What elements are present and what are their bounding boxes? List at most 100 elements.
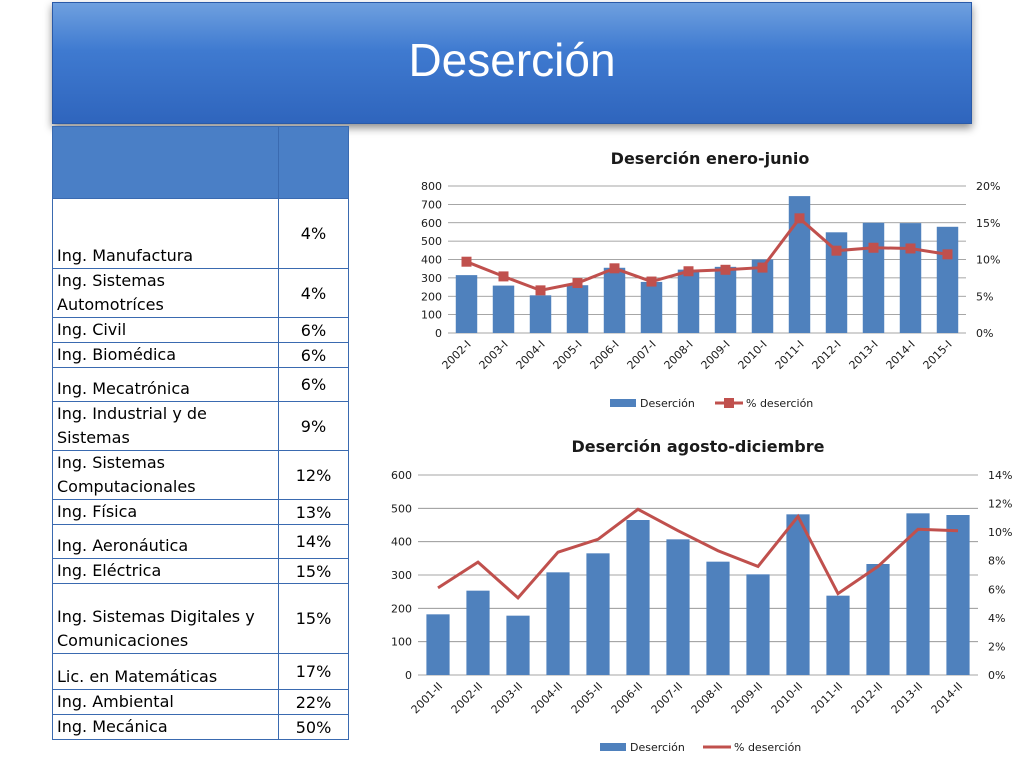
- x-tick-label: 2007-II: [649, 680, 685, 716]
- bar: [788, 196, 811, 333]
- bar: [586, 553, 610, 675]
- y-left-tick-label: 0: [405, 669, 412, 682]
- bar: [825, 232, 848, 333]
- legend-label: % deserción: [746, 397, 813, 410]
- y-right-tick-label: 6%: [988, 583, 1005, 596]
- x-tick-label: 2003-II: [489, 680, 525, 716]
- pct-point: [498, 271, 509, 282]
- table-header-row: [52, 126, 349, 199]
- slide-title: Deserción: [408, 34, 616, 86]
- bar: [666, 539, 690, 675]
- table-row: Ing. Manufactura 4%: [52, 198, 349, 269]
- x-tick-label: 2002-II: [449, 680, 485, 716]
- bar: [492, 285, 515, 333]
- pct-point: [683, 266, 694, 277]
- career-name-cell: Ing. Sistemas Automotríces: [52, 268, 279, 318]
- dropout-pct-cell: 14%: [278, 524, 349, 559]
- chart-title: Deserción agosto-diciembre: [572, 437, 825, 456]
- x-tick-label: 2005-II: [569, 680, 605, 716]
- chart-svg: Deserción agosto-diciembre 0 100 200 300 400 5…: [391, 437, 1012, 754]
- x-tick-label: 2004-II: [529, 680, 565, 716]
- bar: [714, 266, 737, 333]
- career-name-cell: Ing. Eléctrica: [52, 558, 279, 584]
- y-left-tick-label: 700: [421, 198, 442, 211]
- table-header-cell: [52, 126, 279, 199]
- table-header-cell: [278, 126, 349, 199]
- pct-point: [461, 256, 472, 267]
- career-name-cell: Ing. Sistemas Computacionales: [52, 450, 279, 500]
- x-tick-label: 2009-II: [729, 680, 765, 716]
- y-left-tick-label: 100: [391, 636, 412, 649]
- pct-point: [794, 213, 805, 224]
- bar: [786, 514, 810, 675]
- bar: [936, 226, 959, 333]
- y-right-tick-label: 20%: [976, 180, 1000, 193]
- y-right-tick-label: 8%: [988, 555, 1005, 568]
- bar: [906, 513, 930, 675]
- dropout-pct-cell: 13%: [278, 499, 349, 525]
- x-tick-label: 2006-I: [588, 338, 622, 372]
- x-tick-label: 2008-II: [689, 680, 725, 716]
- pct-point: [535, 285, 546, 296]
- dropout-pct-cell: 6%: [278, 342, 349, 368]
- pct-point: [609, 263, 620, 274]
- x-tick-label: 2011-I: [773, 338, 807, 372]
- x-tick-label: 2012-I: [810, 338, 844, 372]
- bar: [862, 222, 885, 333]
- y-left-tick-label: 200: [421, 290, 442, 303]
- career-name-cell: Ing. Mecatrónica: [52, 367, 279, 402]
- bar: [603, 267, 626, 333]
- career-name-cell: Lic. en Matemáticas: [52, 653, 279, 690]
- pct-point: [572, 278, 583, 289]
- table-row: Ing. Industrial y de Sistemas 9%: [52, 401, 349, 451]
- pct-point: [942, 249, 953, 260]
- legend-label: Deserción: [630, 741, 685, 754]
- dropout-pct-cell: 6%: [278, 317, 349, 343]
- x-tick-label: 2015-I: [921, 338, 955, 372]
- pct-point: [646, 276, 657, 287]
- title-banner: Deserción: [52, 2, 972, 124]
- y-right-tick-label: 2%: [988, 640, 1005, 653]
- career-name-cell: Ing. Industrial y de Sistemas: [52, 401, 279, 451]
- dropout-pct-cell: 9%: [278, 401, 349, 451]
- legend-marker: [724, 398, 734, 408]
- table-row: Ing. Ambiental 22%: [52, 689, 349, 715]
- career-name-cell: Ing. Sistemas Digitales y Comunicaciones: [52, 583, 279, 654]
- x-tick-label: 2003-I: [477, 338, 511, 372]
- y-right-tick-label: 0%: [988, 669, 1005, 682]
- bar: [566, 285, 589, 333]
- bar: [506, 615, 530, 675]
- x-tick-label: 2009-I: [699, 338, 733, 372]
- bar: [546, 572, 570, 675]
- x-tick-label: 2012-II: [849, 680, 885, 716]
- legend-bar-swatch: [610, 399, 636, 407]
- legend-label: Deserción: [640, 397, 695, 410]
- y-left-tick-label: 400: [391, 536, 412, 549]
- chart-enero-junio: Deserción enero-junio 0 100 200 300 400 500 600…: [402, 138, 1024, 418]
- table-row: Ing. Sistemas Computacionales 12%: [52, 450, 349, 500]
- bar: [746, 574, 770, 675]
- y-right-tick-label: 4%: [988, 612, 1005, 625]
- table-row: Ing. Sistemas Automotríces 4%: [52, 268, 349, 318]
- career-name-cell: Ing. Mecánica: [52, 714, 279, 740]
- table-row: Ing. Mecatrónica 6%: [52, 367, 349, 402]
- dropout-pct-cell: 17%: [278, 653, 349, 690]
- career-name-cell: Ing. Biomédica: [52, 342, 279, 368]
- x-tick-label: 2001-II: [409, 680, 445, 716]
- dropout-table: Ing. Manufactura 4% Ing. Sistemas Automotr…: [52, 126, 349, 740]
- career-name-cell: Ing. Física: [52, 499, 279, 525]
- x-tick-label: 2005-I: [551, 338, 585, 372]
- y-right-tick-label: 5%: [976, 290, 993, 303]
- bar: [899, 223, 922, 333]
- x-tick-label: 2006-II: [609, 680, 645, 716]
- y-right-tick-label: 14%: [988, 469, 1012, 482]
- bar: [677, 269, 700, 333]
- dropout-pct-cell: 15%: [278, 583, 349, 654]
- bar: [426, 614, 450, 675]
- pct-point: [831, 245, 842, 256]
- table-row: Ing. Mecánica 50%: [52, 714, 349, 740]
- bar: [529, 295, 552, 333]
- x-tick-label: 2008-I: [662, 338, 696, 372]
- chart-svg: Deserción enero-junio 0 100 200 300 400 500 600…: [421, 149, 1000, 410]
- dropout-pct-cell: 15%: [278, 558, 349, 584]
